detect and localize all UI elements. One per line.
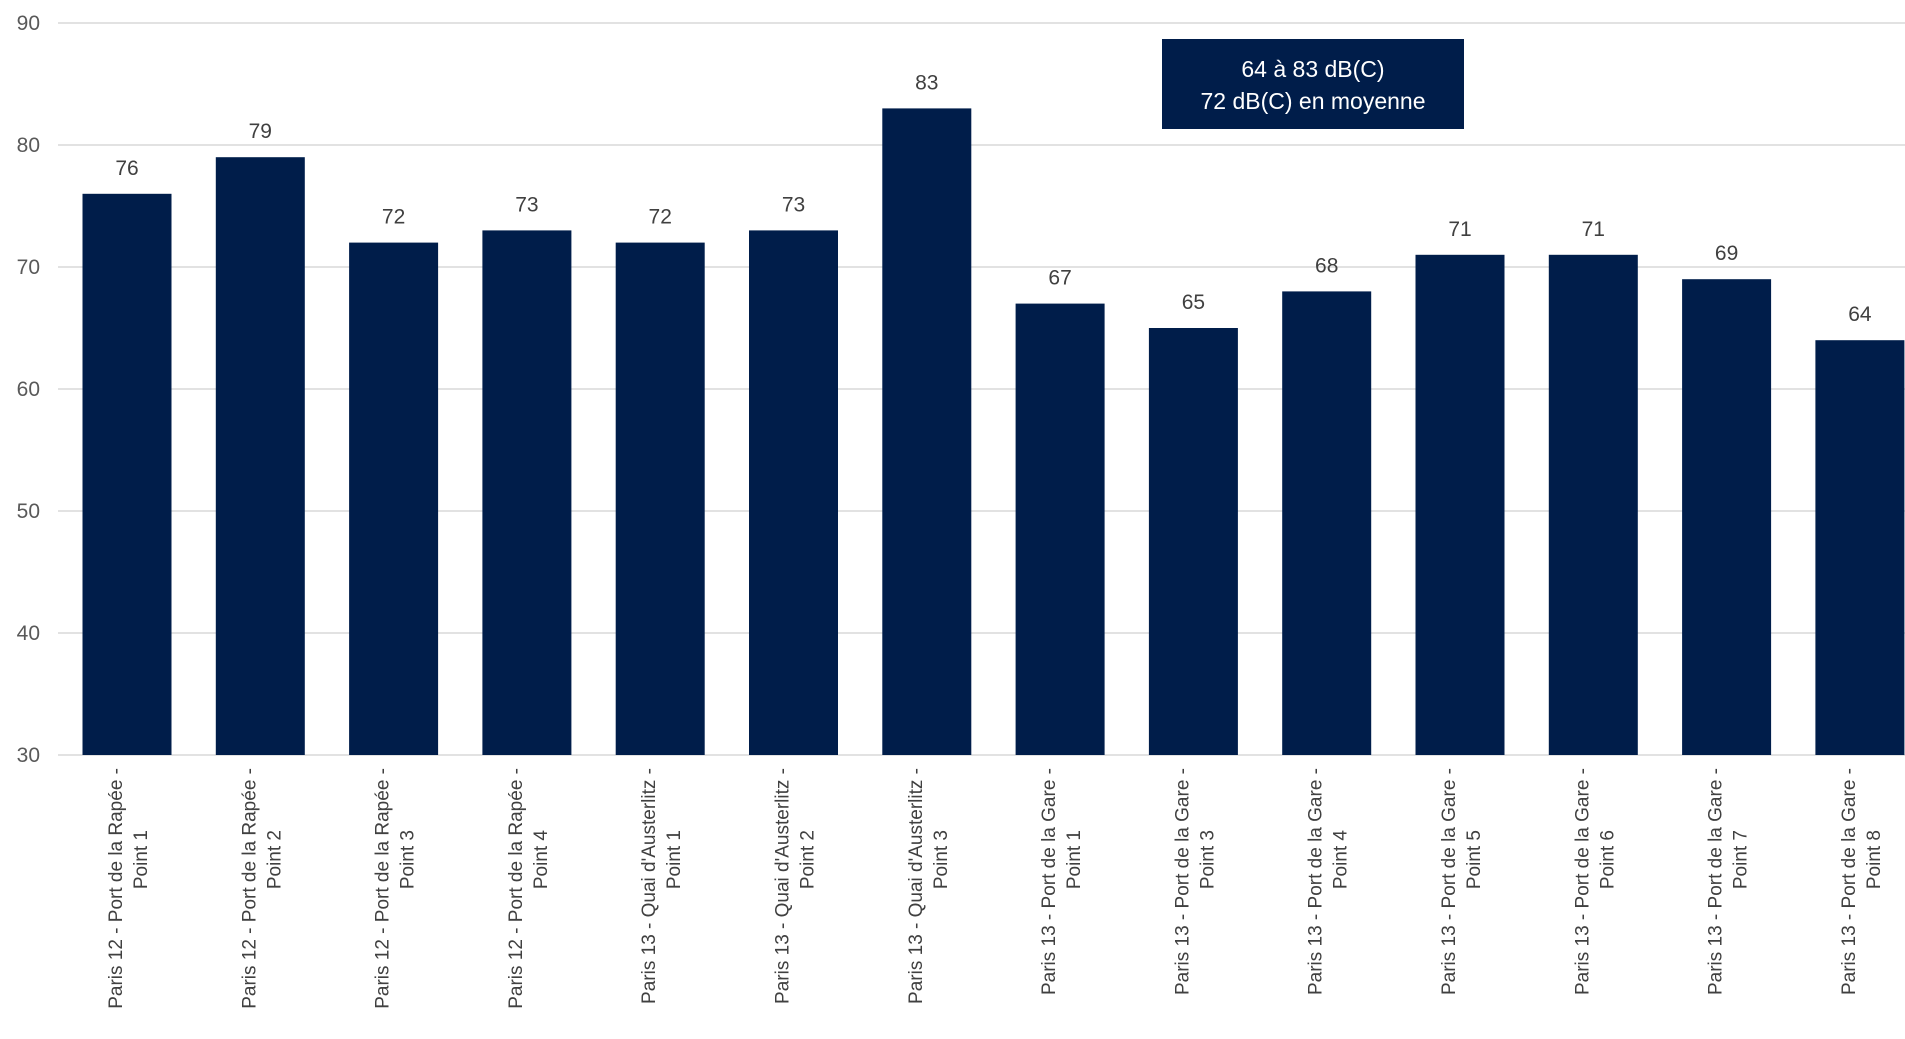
bar bbox=[615, 242, 705, 756]
x-tick-label-line1: Paris 12 - Port de la Rapée - bbox=[506, 768, 527, 1009]
x-tick-label-line1: Paris 12 - Port de la Rapée - bbox=[106, 768, 127, 1009]
y-tick-label: 60 bbox=[17, 378, 40, 401]
x-tick-label-line1: Paris 13 - Port de la Gare - bbox=[1172, 768, 1193, 995]
data-label: 64 bbox=[1848, 303, 1872, 326]
x-tick-label: Paris 13 - Port de la Gare - Point 6 bbox=[1572, 768, 1618, 995]
data-label: 71 bbox=[1582, 218, 1605, 241]
bar bbox=[1282, 291, 1372, 755]
x-tick-label: Paris 13 - Quai d'Austerlitz - Point 1 bbox=[639, 768, 685, 1004]
x-tick-label: Paris 13 - Port de la Gare - Point 4 bbox=[1306, 768, 1352, 995]
x-tick-label: Paris 13 - Quai d'Austerlitz - Point 3 bbox=[906, 768, 952, 1004]
bar bbox=[82, 193, 172, 756]
data-label: 72 bbox=[649, 206, 672, 229]
x-tick-label-line1: Paris 12 - Port de la Rapée - bbox=[373, 768, 394, 1009]
x-tick-label-line1: Paris 12 - Port de la Rapée - bbox=[239, 768, 260, 1009]
bar bbox=[215, 157, 305, 755]
data-label: 69 bbox=[1715, 242, 1738, 265]
data-label: 83 bbox=[915, 71, 938, 94]
bar bbox=[482, 230, 572, 755]
data-label: 65 bbox=[1182, 291, 1205, 314]
x-tick-label-line1: Paris 13 - Port de la Gare - bbox=[1439, 768, 1460, 995]
bar bbox=[1815, 340, 1905, 755]
y-tick-label: 40 bbox=[17, 622, 40, 645]
x-tick-label: Paris 13 - Port de la Gare - Point 1 bbox=[1039, 768, 1085, 995]
annotation-box: 64 à 83 dB(C) 72 dB(C) en moyenne bbox=[1162, 39, 1464, 129]
annotation-line-average: 72 dB(C) en moyenne bbox=[1200, 88, 1425, 114]
annotation-line-range: 64 à 83 dB(C) bbox=[1241, 56, 1384, 82]
x-tick-label-line2: Point 8 bbox=[1864, 830, 1885, 889]
x-tick-label-line1: Paris 13 - Port de la Gare - bbox=[1839, 768, 1860, 995]
y-tick-label: 90 bbox=[17, 12, 40, 35]
x-tick-label: Paris 13 - Quai d'Austerlitz - Point 2 bbox=[773, 768, 819, 1004]
data-label: 76 bbox=[115, 157, 138, 180]
x-tick-label-line2: Point 6 bbox=[1597, 830, 1618, 889]
x-tick-label-line1: Paris 13 - Quai d'Austerlitz - bbox=[773, 768, 794, 1004]
bar bbox=[882, 108, 972, 755]
bar bbox=[1015, 303, 1105, 755]
x-tick-label: Paris 12 - Port de la Rapée - Point 2 bbox=[239, 768, 285, 1009]
x-tick-label-line2: Point 4 bbox=[1331, 830, 1352, 890]
x-tick-label-line2: Point 4 bbox=[531, 830, 552, 890]
x-tick-label-line2: Point 1 bbox=[1064, 830, 1085, 889]
y-tick-label: 30 bbox=[17, 744, 40, 767]
x-tick-label-line2: Point 5 bbox=[1464, 830, 1485, 889]
x-tick-label: Paris 13 - Port de la Gare - Point 7 bbox=[1706, 768, 1752, 995]
x-tick-label-line1: Paris 13 - Port de la Gare - bbox=[1706, 768, 1727, 995]
bar bbox=[1148, 328, 1238, 755]
x-tick-label: Paris 13 - Port de la Gare - Point 5 bbox=[1439, 768, 1485, 995]
bar bbox=[349, 242, 439, 756]
y-tick-label: 50 bbox=[17, 500, 40, 523]
x-tick-label-line2: Point 3 bbox=[398, 830, 419, 889]
data-label: 79 bbox=[249, 120, 272, 143]
bar bbox=[1415, 254, 1505, 756]
x-tick-label: Paris 13 - Port de la Gare - Point 3 bbox=[1172, 768, 1218, 995]
data-label: 67 bbox=[1048, 267, 1071, 290]
x-tick-label-line2: Point 3 bbox=[1197, 830, 1218, 889]
x-tick-label-line2: Point 1 bbox=[664, 830, 685, 889]
data-label: 68 bbox=[1315, 254, 1338, 277]
annotation-background bbox=[1162, 39, 1464, 129]
x-tick-label-line2: Point 2 bbox=[264, 830, 285, 889]
y-tick-label: 70 bbox=[17, 256, 40, 279]
x-tick-label: Paris 12 - Port de la Rapée - Point 1 bbox=[106, 768, 152, 1009]
x-tick-label-line1: Paris 13 - Port de la Gare - bbox=[1039, 768, 1060, 995]
data-labels: 76 79 72 73 72 73 83 67 65 68 71 71 69 64 bbox=[115, 71, 1872, 326]
x-tick-label-line2: Point 2 bbox=[798, 830, 819, 889]
x-tick-label-line2: Point 3 bbox=[931, 830, 952, 889]
bar bbox=[1682, 279, 1772, 755]
x-tick-label-line1: Paris 13 - Quai d'Austerlitz - bbox=[906, 768, 927, 1004]
x-tick-label: Paris 12 - Port de la Rapée - Point 3 bbox=[373, 768, 419, 1009]
x-tick-label-line2: Point 7 bbox=[1731, 830, 1752, 889]
bars bbox=[82, 108, 1905, 756]
x-axis-ticks: Paris 12 - Port de la Rapée - Point 1 Pari… bbox=[106, 768, 1885, 1009]
y-axis-ticks: 30 40 50 60 70 80 90 bbox=[17, 12, 40, 767]
data-label: 73 bbox=[782, 193, 805, 216]
data-label: 72 bbox=[382, 206, 405, 229]
x-tick-label: Paris 13 - Port de la Gare - Point 8 bbox=[1839, 768, 1885, 995]
data-label: 73 bbox=[515, 193, 538, 216]
x-tick-label: Paris 12 - Port de la Rapée - Point 4 bbox=[506, 768, 552, 1009]
y-tick-label: 80 bbox=[17, 134, 40, 157]
bar bbox=[749, 230, 838, 755]
data-label: 71 bbox=[1448, 218, 1471, 241]
bar bbox=[1548, 254, 1638, 756]
x-tick-label-line2: Point 1 bbox=[131, 830, 152, 889]
x-tick-label-line1: Paris 13 - Port de la Gare - bbox=[1306, 768, 1327, 995]
x-tick-label-line1: Paris 13 - Port de la Gare - bbox=[1572, 768, 1593, 995]
x-tick-label-line1: Paris 13 - Quai d'Austerlitz - bbox=[639, 768, 660, 1004]
